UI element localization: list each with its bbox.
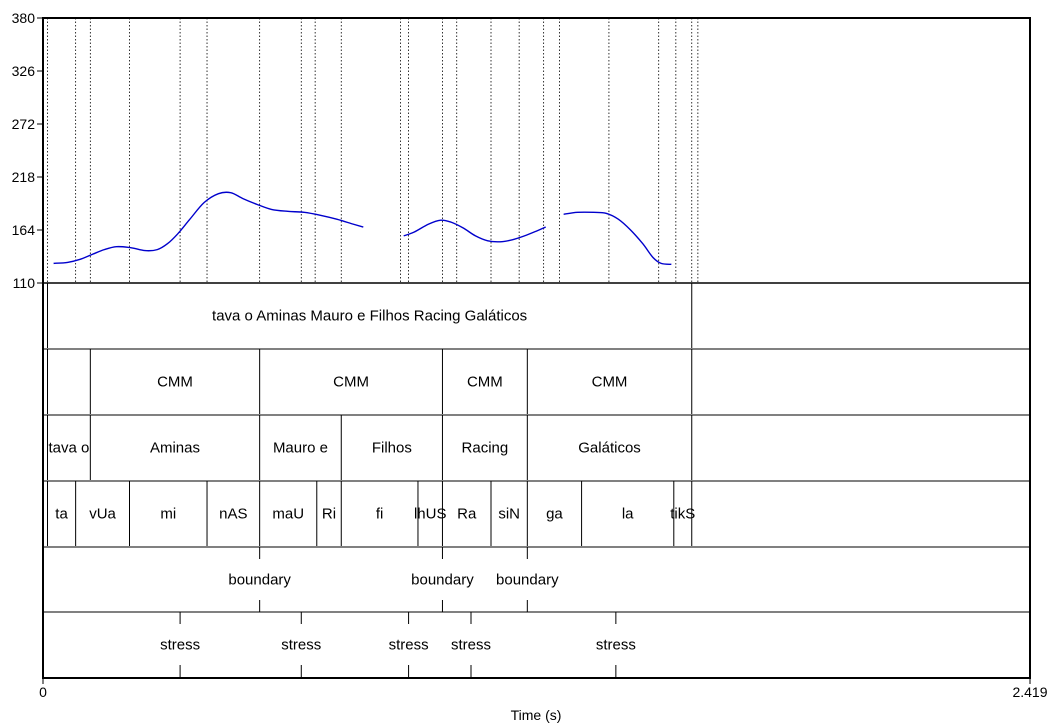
tier-4-interval-label: siN <box>498 506 520 523</box>
y-axis: 110 164 218 272 326 380 <box>12 10 43 291</box>
tier-4-interval-label: fi <box>376 506 384 523</box>
outer-frame <box>42 17 1031 679</box>
tier-3-interval-label: Filhos <box>372 440 412 457</box>
tier-5: boundary boundary boundary <box>228 547 559 612</box>
tier-4-interval-label: la <box>622 506 634 523</box>
tier-4-interval-label: maU <box>272 506 304 523</box>
tier-6-point-label: stress <box>281 637 321 654</box>
tier-3-interval-label: Mauro e <box>273 440 328 457</box>
tier-2-interval-label: CMM <box>467 374 503 391</box>
tier-4-interval-label: vUa <box>89 506 116 523</box>
y-tick-label: 110 <box>13 275 36 291</box>
tier-5-point-label: boundary <box>411 572 474 589</box>
tier-4-interval-label: ta <box>55 506 68 523</box>
x-axis-label: Time (s) <box>511 707 562 723</box>
tier-4-interval-label: ga <box>546 506 563 523</box>
tier-2-interval-label: CMM <box>592 374 628 391</box>
y-tick-label: 164 <box>12 222 36 238</box>
y-tick-label: 380 <box>12 10 36 26</box>
x-tick-label-end: 2.419 <box>1012 684 1047 700</box>
tier-3-interval-label: Galáticos <box>578 440 641 457</box>
tier-3-interval-label: Racing <box>462 440 509 457</box>
tier-6: stress stress stress stress stress <box>160 612 636 677</box>
tier-3: tava o Aminas Mauro e Filhos Racing Galáticos <box>46 415 693 480</box>
tier-4-interval-label: Ri <box>322 506 336 523</box>
tier-5-point-label: boundary <box>496 572 559 589</box>
tier-4-interval-label: Ra <box>457 506 477 523</box>
plot-frame <box>42 17 1031 679</box>
tier-4-interval-label: mi <box>160 506 176 523</box>
tier-3-interval-label: Aminas <box>150 440 200 457</box>
tier-6-point-label: stress <box>596 637 636 654</box>
tier-2: CMM CMM CMM CMM <box>46 349 693 414</box>
y-tick-label: 326 <box>12 63 36 79</box>
tier-1: tava o Aminas Mauro e Filhos Racing Galá… <box>46 283 693 348</box>
tier-2-interval-label: CMM <box>333 374 369 391</box>
pitch-segment-1 <box>403 219 546 243</box>
pitch-contour <box>53 191 672 266</box>
tier-2-interval-label: CMM <box>157 374 193 391</box>
y-tick-label: 272 <box>12 116 36 132</box>
tier-4: ta vUa mi nAS maU Ri fi lhUS Ra siN ga la tikS <box>46 481 695 546</box>
tier-3-interval-label: tava o <box>48 440 89 457</box>
x-axis: 0 2.419 Time (s) <box>39 678 1048 723</box>
annotation-tiers: tava o Aminas Mauro e Filhos Racing Galá… <box>46 283 695 677</box>
tier-5-point-label: boundary <box>228 572 291 589</box>
segment-boundary-lines <box>47 18 699 283</box>
tier-1-interval-label: tava o Aminas Mauro e Filhos Racing Galá… <box>212 308 527 325</box>
tier-4-interval-label: lhUS <box>414 506 447 523</box>
tier-6-point-label: stress <box>451 637 491 654</box>
tier-6-point-label: stress <box>389 637 429 654</box>
tier-4-interval-label: tikS <box>670 506 695 523</box>
pitch-segment-0 <box>53 191 364 265</box>
x-tick-label-start: 0 <box>39 684 47 700</box>
tier-6-point-label: stress <box>160 637 200 654</box>
pitch-segment-2 <box>563 211 672 266</box>
y-tick-label: 218 <box>12 169 36 185</box>
tier-4-interval-label: nAS <box>219 506 247 523</box>
